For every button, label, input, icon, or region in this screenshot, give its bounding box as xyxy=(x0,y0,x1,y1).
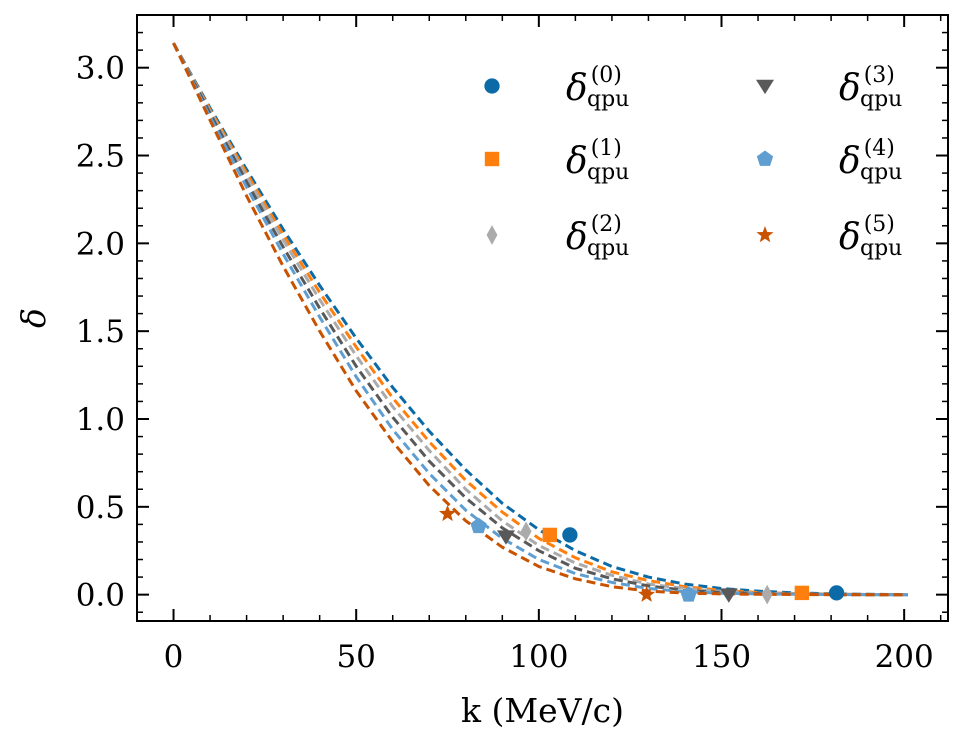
curve-layer xyxy=(172,42,908,597)
x-tick-label: 100 xyxy=(509,639,568,675)
x-axis-label: k (MeV/c) xyxy=(461,691,624,730)
legend-marker-0 xyxy=(484,78,500,94)
legend-marker-2 xyxy=(486,225,498,245)
legend-label-1: δ (1) qpu xyxy=(566,136,629,185)
tick-label-layer: 0 50 100 150 200 0.0 0.5 1.0 1.5 2.0 2.5 3.0 xyxy=(76,51,934,675)
x-tick-label: 150 xyxy=(692,639,751,675)
legend-entry-2: δ (2) qpu xyxy=(486,212,629,261)
series-2-point xyxy=(761,584,773,605)
marker-layer xyxy=(438,504,845,605)
plot-frame xyxy=(136,14,949,622)
series-4-point xyxy=(470,517,487,534)
series-4-point xyxy=(680,586,697,602)
y-tick-label: 0.0 xyxy=(76,578,125,614)
legend-label-2: δ (2) qpu xyxy=(566,212,629,261)
legend-entry-4: δ (4) qpu xyxy=(756,136,902,185)
series-0-point xyxy=(828,585,845,601)
y-axis-label: δ xyxy=(14,308,53,328)
series-0-curve xyxy=(172,42,908,597)
x-tick-label: 50 xyxy=(336,639,375,675)
y-tick-label: 0.5 xyxy=(76,490,125,526)
legend-entry-1: δ (1) qpu xyxy=(484,136,629,185)
series-2-curve xyxy=(172,42,908,597)
x-tick-label: 200 xyxy=(875,639,934,675)
legend-entry-0: δ (0) qpu xyxy=(484,63,629,112)
tick-layer xyxy=(136,15,948,621)
legend-marker-3 xyxy=(756,79,774,95)
legend-label-3: δ (3) qpu xyxy=(839,63,902,112)
legend: δ (0) qpu δ (1) qpu δ (2) qpu δ (3) qpu δ (4) qpu δ (5) q… xyxy=(484,63,902,261)
series-3-point xyxy=(496,530,515,545)
series-4-curve xyxy=(172,42,908,597)
y-tick-label: 3.0 xyxy=(76,51,125,87)
series-5-point xyxy=(438,504,457,522)
series-3-point xyxy=(719,588,738,603)
x-tick-label: 0 xyxy=(164,639,184,675)
series-2-point xyxy=(520,521,532,542)
y-tick-label: 2.5 xyxy=(76,139,125,175)
y-tick-label: 2.0 xyxy=(76,226,125,262)
series-5-point xyxy=(638,585,656,602)
legend-marker-5 xyxy=(756,226,774,243)
y-tick-label: 1.0 xyxy=(76,402,125,438)
legend-entry-3: δ (3) qpu xyxy=(756,63,902,112)
series-0-point xyxy=(562,527,578,543)
series-1-point xyxy=(794,585,810,601)
legend-marker-4 xyxy=(756,150,774,166)
series-1-curve xyxy=(172,42,908,597)
series-1-point xyxy=(542,527,558,543)
series-3-curve xyxy=(172,42,908,597)
legend-label-4: δ (4) qpu xyxy=(839,136,902,185)
legend-entry-5: δ (5) qpu xyxy=(756,212,902,261)
legend-marker-1 xyxy=(484,151,500,167)
legend-label-5: δ (5) qpu xyxy=(839,212,902,261)
y-tick-label: 1.5 xyxy=(76,314,125,350)
legend-label-0: δ (0) qpu xyxy=(566,63,629,112)
series-5-curve xyxy=(172,42,908,597)
